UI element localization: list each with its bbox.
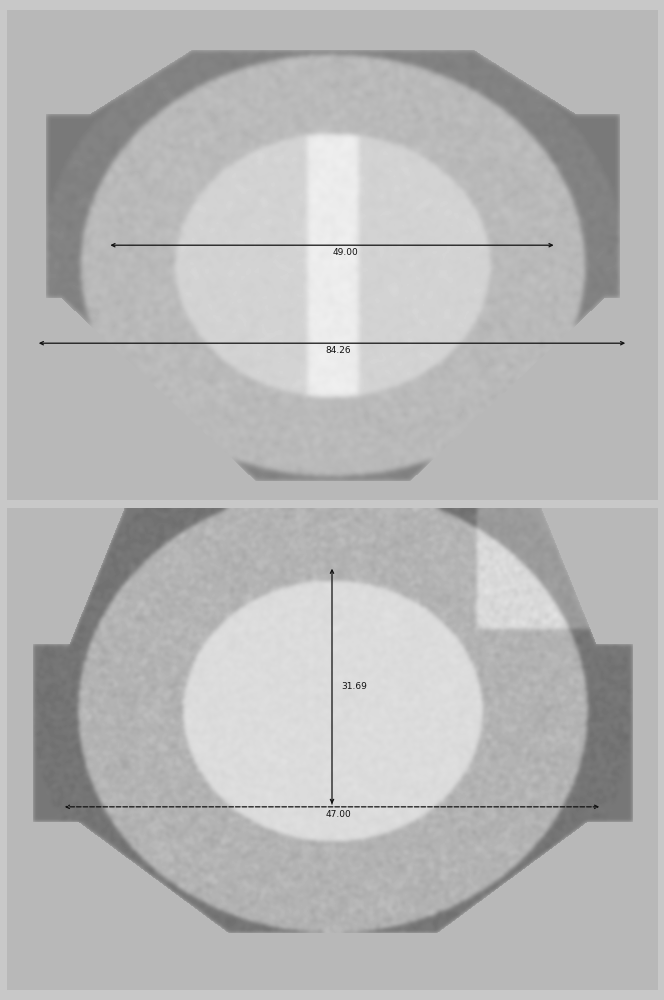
Text: 49.00: 49.00 <box>332 248 358 257</box>
Text: 47.00: 47.00 <box>325 810 351 819</box>
Text: 84.26: 84.26 <box>326 346 351 355</box>
Bar <box>7 10 657 500</box>
Bar <box>7 508 657 990</box>
Text: A: A <box>17 12 34 32</box>
Text: 31.69: 31.69 <box>342 682 368 691</box>
Text: B: B <box>17 510 34 530</box>
